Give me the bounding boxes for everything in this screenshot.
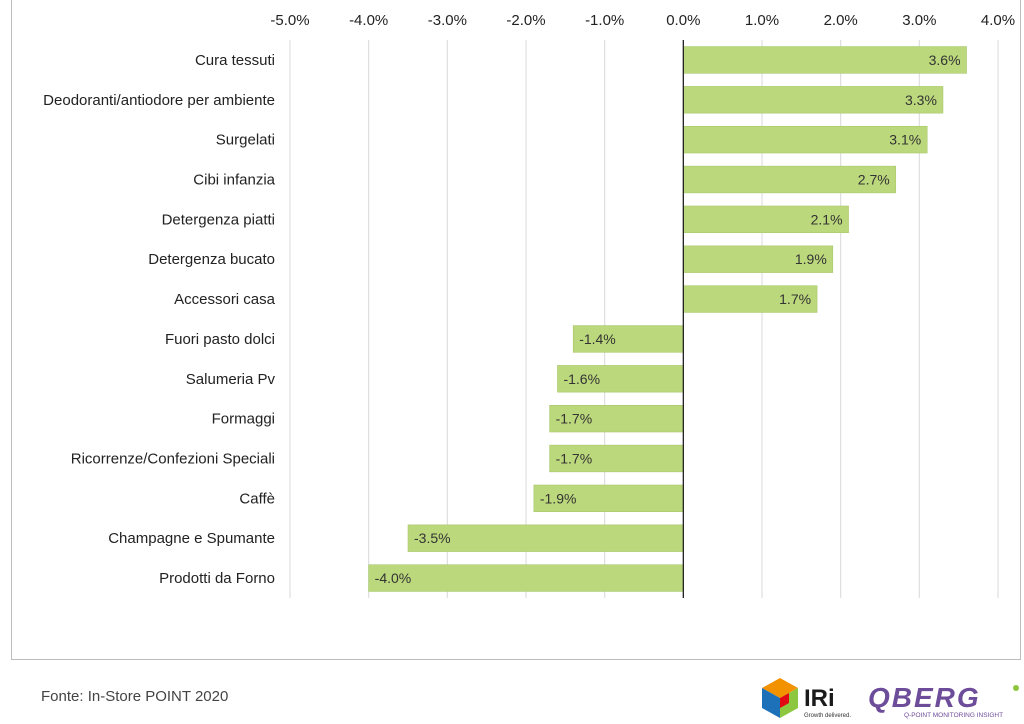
bar xyxy=(549,444,684,473)
value-label: 2.1% xyxy=(811,211,843,227)
x-tick-label: -4.0% xyxy=(349,12,388,29)
category-label: Fuori pasto dolci xyxy=(165,331,275,348)
bar xyxy=(683,205,849,234)
iri-tagline: Growth delivered. xyxy=(804,713,851,719)
value-label: -1.9% xyxy=(540,490,577,506)
x-tick-label: -3.0% xyxy=(428,12,467,29)
x-tick-label: 3.0% xyxy=(902,12,936,29)
x-tick-label: -1.0% xyxy=(585,12,624,29)
category-label: Caffè xyxy=(239,490,275,507)
bar xyxy=(549,404,684,433)
bar xyxy=(683,125,928,154)
category-label: Cibi infanzia xyxy=(193,172,275,189)
bars xyxy=(368,46,967,592)
bar xyxy=(407,524,684,552)
category-label: Prodotti da Forno xyxy=(159,570,275,587)
category-label: Detergenza bucato xyxy=(148,251,275,268)
x-tick-label: 4.0% xyxy=(981,12,1015,29)
bar xyxy=(368,564,684,592)
value-label: -3.5% xyxy=(414,530,451,546)
bar xyxy=(683,46,967,74)
value-label: 3.6% xyxy=(929,52,961,68)
value-label: -1.4% xyxy=(579,331,616,347)
value-label: 1.7% xyxy=(779,291,811,307)
category-label: Detergenza piatti xyxy=(162,211,275,228)
value-label: -1.7% xyxy=(556,411,593,427)
bar xyxy=(572,325,684,353)
value-label: 2.7% xyxy=(858,172,890,188)
value-label: 1.9% xyxy=(795,251,827,267)
bar xyxy=(683,165,897,194)
category-label: Accessori casa xyxy=(174,291,276,308)
bar-chart: -5.0% -4.0% -3.0% -2.0% -1.0% 0.0% 1.0% 2.0% 3.0… xyxy=(43,12,1015,598)
x-tick-label: 1.0% xyxy=(745,12,779,29)
bar xyxy=(683,86,944,114)
category-labels: Cura tessuti Deodoranti/antiodore per amb… xyxy=(43,52,275,587)
bar xyxy=(533,484,684,513)
value-label: 3.1% xyxy=(889,132,921,148)
x-tick-label: -5.0% xyxy=(270,12,309,29)
source-note: Fonte: In-Store POINT 2020 xyxy=(41,688,229,705)
category-label: Champagne e Spumante xyxy=(108,530,275,547)
qberg-tagline: Q-POINT MONITORING INSIGHT xyxy=(904,712,1003,719)
x-tick-label: -2.0% xyxy=(506,12,545,29)
category-label: Surgelati xyxy=(216,132,275,149)
category-label: Ricorrenze/Confezioni Speciali xyxy=(71,451,275,468)
iri-cube-icon xyxy=(762,678,798,718)
value-label: -1.6% xyxy=(563,371,600,387)
grid-lines xyxy=(289,40,999,598)
iri-logo: IRi Growth delivered. xyxy=(762,678,851,719)
value-label: -1.7% xyxy=(556,451,593,467)
bar xyxy=(683,245,834,273)
category-label: Salumeria Pv xyxy=(186,371,276,388)
category-label: Deodoranti/antiodore per ambiente xyxy=(43,92,275,109)
qberg-logo: QBERG Q-POINT MONITORING INSIGHT xyxy=(868,682,1019,719)
bar xyxy=(683,285,818,313)
value-labels: 3.6% 3.3% 3.1% 2.7% 2.1% 1.9% 1.7% -1.4% -1.6% -1… xyxy=(375,52,961,586)
category-label: Cura tessuti xyxy=(195,52,275,69)
value-label: 3.3% xyxy=(905,92,937,108)
x-tick-label: 2.0% xyxy=(824,12,858,29)
x-axis-ticks: -5.0% -4.0% -3.0% -2.0% -1.0% 0.0% 1.0% 2.0% 3.0… xyxy=(270,12,1015,29)
value-label: -4.0% xyxy=(375,570,412,586)
qberg-logo-text: QBERG xyxy=(868,682,981,713)
x-tick-label: 0.0% xyxy=(666,12,700,29)
qberg-dot-icon xyxy=(1013,685,1019,691)
bar xyxy=(557,365,684,393)
iri-logo-text: IRi xyxy=(804,685,835,712)
category-label: Formaggi xyxy=(212,411,275,428)
